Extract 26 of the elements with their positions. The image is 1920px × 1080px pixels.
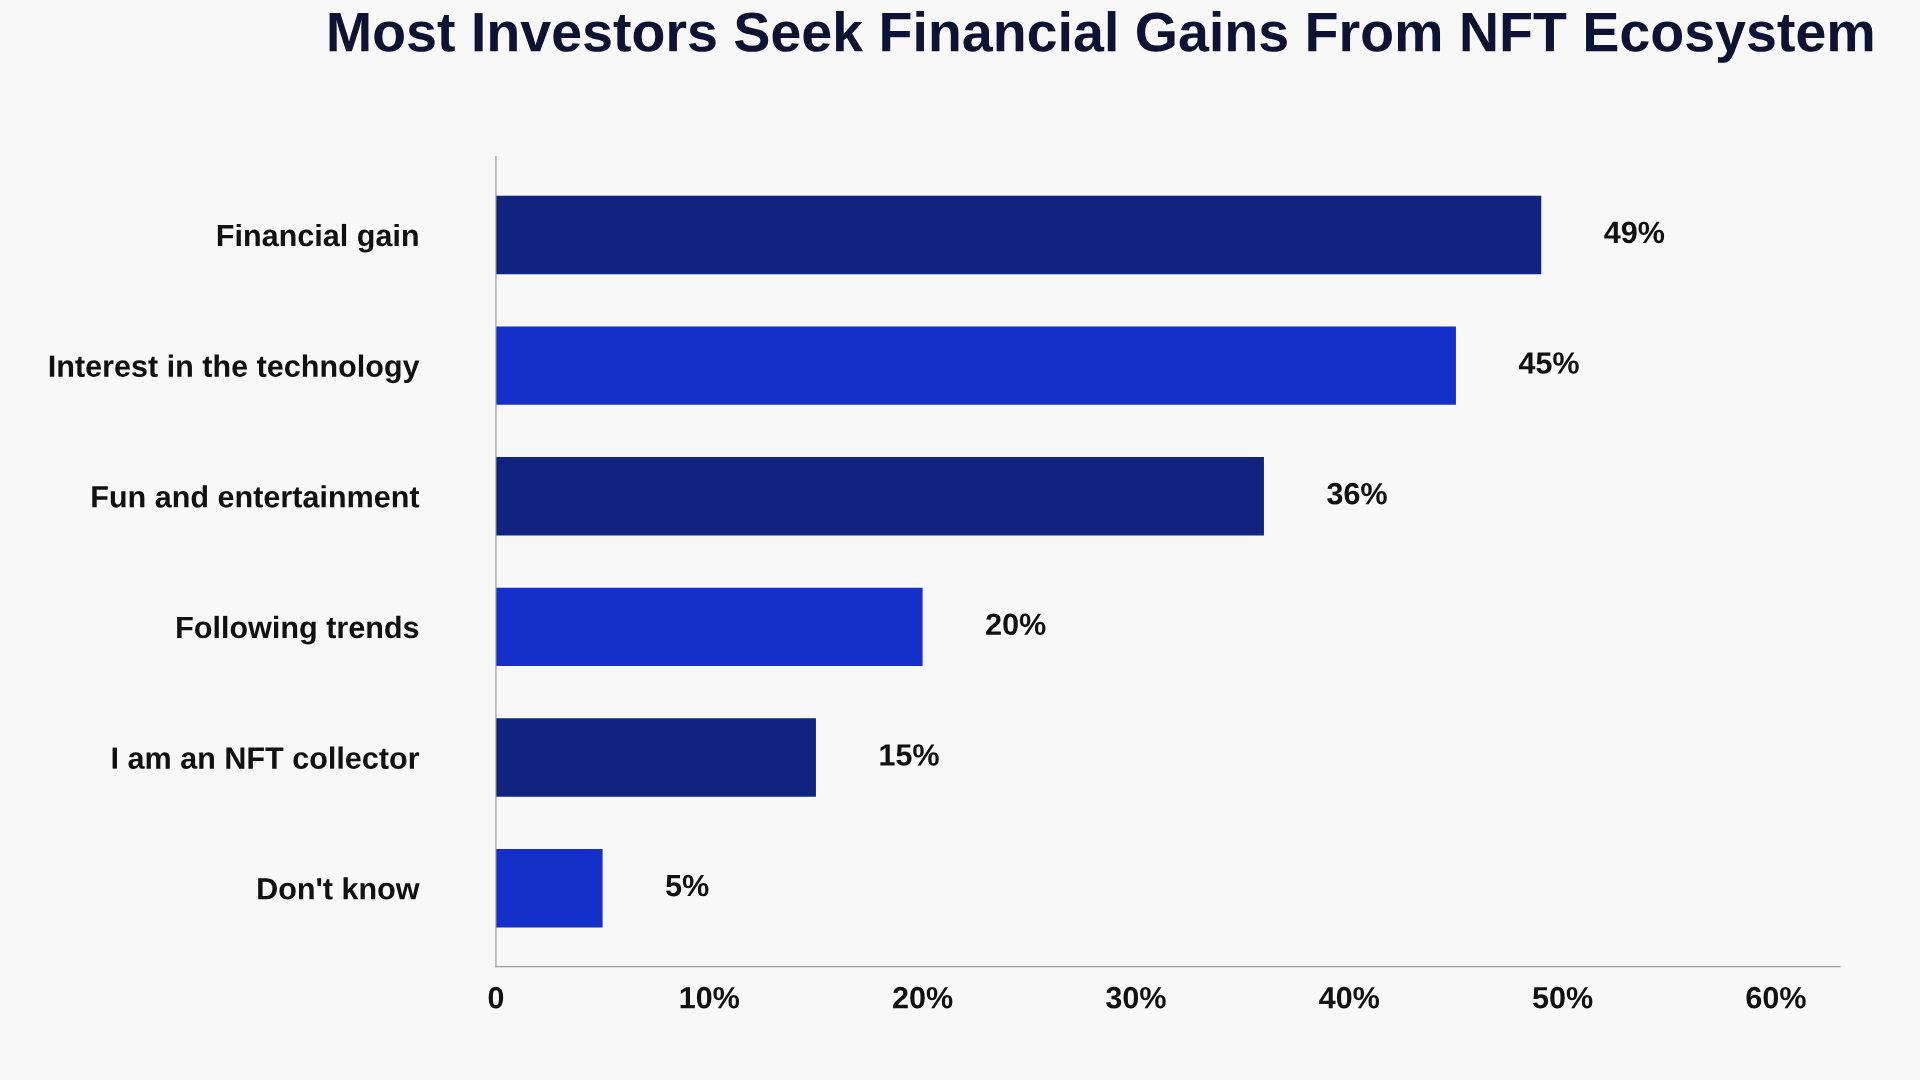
bar: [495, 587, 923, 667]
data-label: 36%: [1327, 482, 1387, 505]
x-tick-label: 30%: [1106, 986, 1166, 1009]
y-tick-label: Following trends: [177, 615, 419, 645]
data-label: 45%: [1518, 352, 1579, 374]
bar: [495, 195, 1542, 275]
y-tick-label: I am an NFT collector: [112, 746, 420, 769]
x-tick-label: 20%: [893, 986, 953, 1009]
y-tick-label: Interest in the technology: [49, 354, 420, 384]
y-tick-label: Financial gain: [217, 223, 418, 253]
data-label: 15%: [880, 744, 939, 766]
x-tick-label: 0: [488, 986, 504, 1009]
data-label: 20%: [986, 613, 1046, 636]
y-tick-label: Don't know: [258, 877, 420, 900]
y-tick-label: Fun and entertainment: [92, 485, 420, 508]
bar: [495, 326, 1456, 405]
bar: [495, 457, 1264, 536]
x-tick-label: 50%: [1532, 986, 1593, 1009]
x-tick-label: 40%: [1319, 986, 1380, 1009]
chart-title: Most Investors Seek Financial Gains From NFT Ecosystem: [329, 11, 1873, 63]
data-label: 49%: [1604, 221, 1665, 244]
bar: [495, 849, 603, 928]
data-label: 5%: [666, 874, 709, 897]
bar: [495, 718, 816, 797]
x-tick-label: 60%: [1746, 986, 1806, 1009]
x-tick-label: 10%: [680, 986, 740, 1009]
